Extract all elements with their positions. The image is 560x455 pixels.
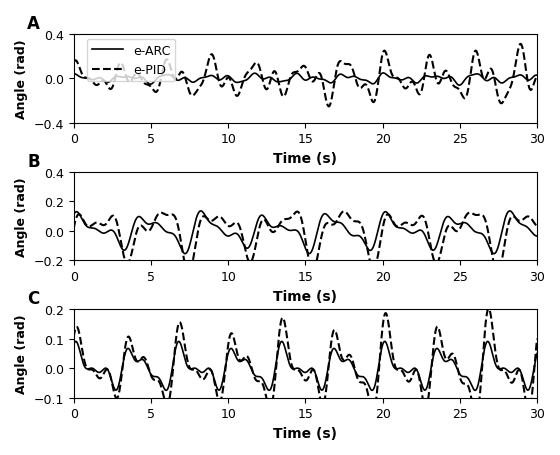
Text: C: C [27,290,40,308]
Text: A: A [27,15,40,33]
Legend: e-ARC, e-PID: e-ARC, e-PID [87,40,175,82]
Text: B: B [27,152,40,170]
X-axis label: Time (s): Time (s) [273,152,337,166]
Y-axis label: Angle (rad): Angle (rad) [15,177,28,256]
X-axis label: Time (s): Time (s) [273,426,337,440]
Y-axis label: Angle (rad): Angle (rad) [15,314,28,393]
X-axis label: Time (s): Time (s) [273,289,337,303]
Y-axis label: Angle (rad): Angle (rad) [15,40,28,119]
